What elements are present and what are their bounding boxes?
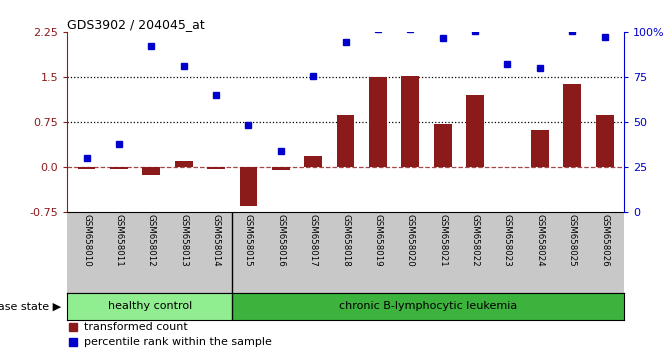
- Bar: [110, 167, 127, 169]
- Bar: [337, 115, 354, 167]
- Bar: [401, 76, 419, 167]
- Bar: [466, 95, 484, 167]
- Text: GSM658015: GSM658015: [244, 213, 253, 266]
- Text: GDS3902 / 204045_at: GDS3902 / 204045_at: [67, 18, 205, 31]
- Text: GSM658024: GSM658024: [535, 213, 544, 266]
- Text: GSM658025: GSM658025: [568, 213, 576, 266]
- Bar: [564, 84, 581, 167]
- Bar: [240, 167, 258, 206]
- Bar: [272, 167, 290, 170]
- Bar: [142, 167, 160, 175]
- Text: GSM658020: GSM658020: [406, 213, 415, 266]
- Bar: [304, 156, 322, 167]
- Text: GSM658010: GSM658010: [82, 213, 91, 266]
- Text: disease state ▶: disease state ▶: [0, 301, 62, 312]
- Text: GSM658013: GSM658013: [179, 213, 188, 266]
- Text: GSM658026: GSM658026: [600, 213, 609, 266]
- Text: transformed count: transformed count: [84, 322, 188, 332]
- Text: GSM658014: GSM658014: [211, 213, 221, 266]
- Text: GSM658016: GSM658016: [276, 213, 285, 266]
- Bar: [207, 167, 225, 169]
- Text: GSM658017: GSM658017: [309, 213, 317, 266]
- Text: GSM658018: GSM658018: [341, 213, 350, 266]
- Text: GSM658011: GSM658011: [115, 213, 123, 266]
- Bar: [78, 167, 95, 169]
- Bar: [232, 293, 624, 320]
- Text: percentile rank within the sample: percentile rank within the sample: [84, 337, 272, 347]
- Text: GSM658021: GSM658021: [438, 213, 447, 266]
- Bar: [174, 161, 193, 167]
- Bar: [531, 130, 549, 167]
- Bar: [369, 78, 387, 167]
- Bar: [596, 115, 613, 167]
- Bar: [67, 293, 232, 320]
- Text: GSM658022: GSM658022: [470, 213, 480, 266]
- Bar: [433, 124, 452, 167]
- Text: GSM658012: GSM658012: [147, 213, 156, 266]
- Text: GSM658023: GSM658023: [503, 213, 512, 266]
- Text: GSM658019: GSM658019: [374, 213, 382, 266]
- Text: chronic B-lymphocytic leukemia: chronic B-lymphocytic leukemia: [339, 301, 517, 312]
- Text: healthy control: healthy control: [107, 301, 192, 312]
